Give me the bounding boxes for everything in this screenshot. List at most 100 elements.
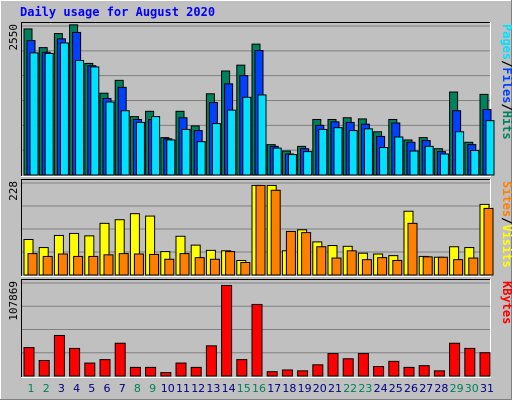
- day-label-18: 18: [282, 382, 296, 395]
- day-label-17: 17: [267, 382, 281, 395]
- bar-sites-day-18: [285, 230, 296, 276]
- bar-sites-day-27: [422, 256, 433, 276]
- bar-kbytes-day-28: [433, 370, 445, 377]
- day-label-21: 21: [328, 382, 342, 395]
- bar-pages-day-16: [257, 94, 267, 176]
- bar-pages-day-21: [333, 127, 343, 176]
- bar-pages-day-13: [211, 123, 221, 176]
- bar-kbytes-day-27: [418, 365, 430, 377]
- bar-kbytes-day-8: [129, 366, 141, 377]
- legend-kbytes: KBytes: [500, 281, 512, 324]
- legend-usage: Pages/Files/Hits: [500, 24, 512, 140]
- bar-kbytes-day-12: [190, 366, 202, 377]
- bar-sites-day-5: [88, 255, 99, 276]
- bar-pages-day-23: [363, 128, 373, 176]
- day-label-8: 8: [134, 382, 141, 395]
- bar-sites-day-4: [73, 255, 84, 276]
- bar-sites-day-7: [118, 253, 129, 276]
- bar-sites-day-17: [270, 189, 281, 276]
- bar-pages-day-24: [379, 147, 389, 176]
- bar-kbytes-day-22: [342, 358, 354, 377]
- day-labels: 1 2 3 4 5 6 7 8 9 10 11 12 13 14 15 16 17 18 19 20 21 22 23 24 2…: [28, 382, 495, 395]
- bar-kbytes-day-24: [373, 366, 385, 377]
- bar-pages-day-15: [242, 96, 252, 176]
- bar-kbytes-day-31: [479, 352, 491, 377]
- panel-usage: 2550 Pages/Files/Hits: [7, 22, 512, 177]
- bar-sites-day-13: [209, 258, 220, 276]
- bar-kbytes-day-21: [327, 353, 339, 377]
- day-label-7: 7: [119, 382, 126, 395]
- series-pages: [29, 42, 495, 176]
- bar-sites-day-22: [346, 250, 357, 276]
- bar-sites-day-1: [27, 253, 38, 276]
- legend-entry: Sites: [500, 181, 512, 217]
- bar-pages-day-10: [166, 139, 176, 176]
- bar-kbytes-day-20: [312, 364, 324, 377]
- bar-sites-day-19: [301, 232, 312, 276]
- day-label-23: 23: [358, 382, 372, 395]
- legend-entry: /: [500, 103, 512, 110]
- bar-sites-day-31: [483, 207, 494, 276]
- day-label-27: 27: [419, 382, 433, 395]
- day-label-2: 2: [43, 382, 50, 395]
- bar-pages-day-20: [318, 128, 328, 176]
- day-label-4: 4: [73, 382, 80, 395]
- panel-visits: 228 Sites/Visits: [7, 179, 512, 277]
- bar-pages-day-2: [44, 52, 54, 176]
- y-max-label: 107869: [7, 281, 20, 321]
- day-label-25: 25: [389, 382, 403, 395]
- day-label-5: 5: [88, 382, 95, 395]
- bar-kbytes-day-3: [53, 334, 65, 377]
- bar-pages-day-1: [29, 52, 39, 176]
- bar-sites-day-26: [407, 222, 418, 276]
- series-sites: [27, 184, 494, 276]
- bar-kbytes-day-13: [205, 345, 217, 377]
- bar-pages-day-6: [105, 101, 115, 176]
- bar-pages-day-9: [151, 116, 161, 176]
- day-label-22: 22: [343, 382, 357, 395]
- day-label-29: 29: [450, 382, 464, 395]
- bar-sites-day-12: [194, 257, 205, 276]
- bar-kbytes-day-2: [38, 359, 50, 377]
- bar-sites-day-28: [437, 256, 448, 276]
- bar-kbytes-day-30: [464, 347, 476, 377]
- legend-visits: Sites/Visits: [500, 181, 512, 268]
- bar-sites-day-16: [255, 184, 266, 276]
- legend-entry: /: [500, 217, 512, 224]
- bar-pages-day-31: [485, 120, 495, 176]
- day-label-26: 26: [404, 382, 418, 395]
- day-label-11: 11: [176, 382, 190, 395]
- day-label-1: 1: [28, 382, 35, 395]
- legend-entry: Hits: [500, 111, 512, 140]
- chart-title: Daily usage for August 2020: [20, 5, 215, 19]
- day-label-15: 15: [237, 382, 251, 395]
- bar-kbytes-day-23: [357, 353, 369, 377]
- bar-kbytes-day-17: [266, 371, 278, 377]
- legend-entry: Files: [500, 67, 512, 103]
- bar-pages-day-26: [409, 150, 419, 176]
- bar-pages-day-30: [470, 149, 480, 176]
- bar-sites-day-6: [103, 254, 114, 276]
- bar-sites-day-30: [468, 257, 479, 276]
- series-kbytes: [23, 284, 491, 377]
- bar-kbytes-day-10: [160, 372, 172, 377]
- day-label-6: 6: [104, 382, 111, 395]
- day-label-28: 28: [434, 382, 448, 395]
- day-label-30: 30: [465, 382, 479, 395]
- day-label-9: 9: [149, 382, 156, 395]
- bar-kbytes-day-5: [84, 362, 96, 377]
- bar-kbytes-day-16: [251, 303, 263, 377]
- bar-pages-day-25: [394, 136, 404, 176]
- bar-sites-day-8: [133, 253, 144, 276]
- bar-pages-day-17: [272, 147, 282, 176]
- bar-pages-day-18: [287, 154, 297, 176]
- bar-kbytes-day-15: [236, 359, 248, 377]
- bar-pages-day-7: [120, 110, 130, 176]
- legend-entry: /: [500, 60, 512, 67]
- bar-sites-day-11: [179, 253, 190, 276]
- bar-sites-day-29: [453, 259, 464, 276]
- day-label-10: 10: [161, 382, 175, 395]
- y-max-label: 2550: [7, 24, 20, 51]
